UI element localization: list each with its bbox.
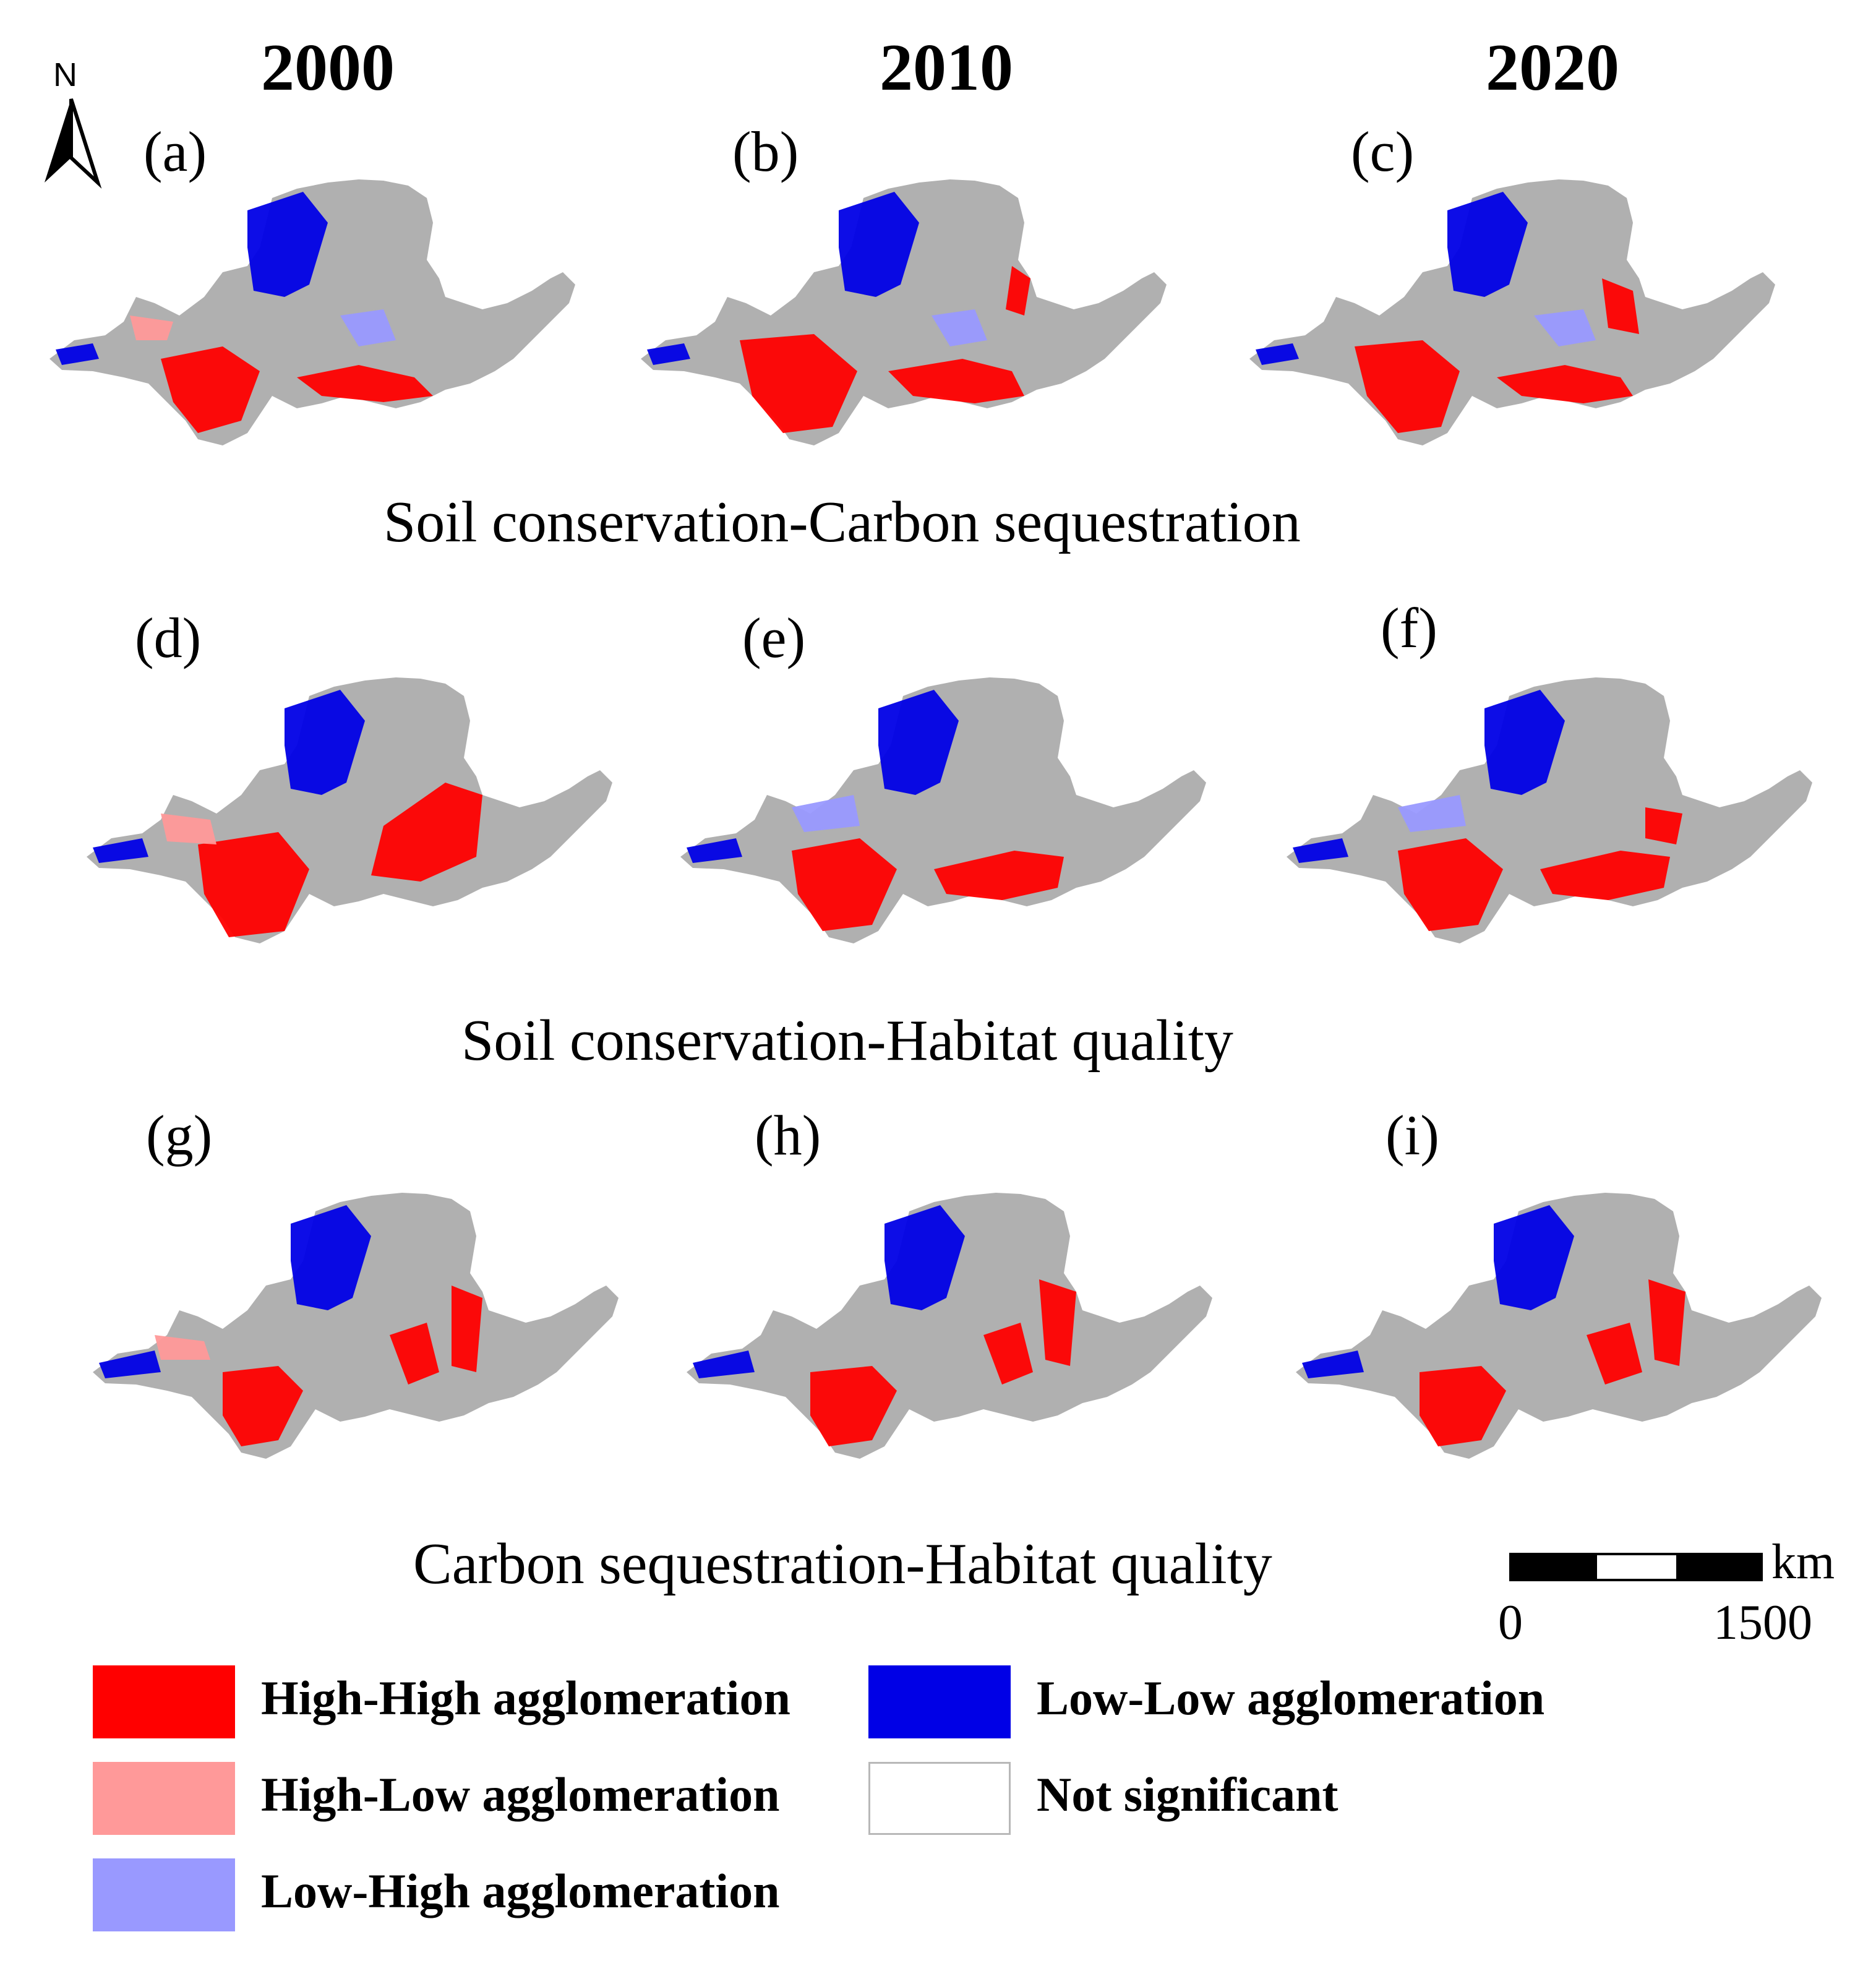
legend-label-high-high: High-High agglomeration (261, 1671, 790, 1725)
legend-item-high-high: High-High agglomeration (93, 1665, 835, 1740)
map-panel-c (1249, 179, 1775, 445)
panel-label-i: (i) (1386, 1104, 1439, 1167)
panel-label-b: (b) (732, 120, 799, 183)
cluster-low-low (247, 192, 328, 297)
year-2020-header: 2020 (1486, 31, 1619, 105)
cluster-high-high (740, 334, 857, 433)
scale-start-label: 0 (1498, 1595, 1523, 1650)
north-arrow-icon (45, 98, 102, 189)
year-2010-header: 2010 (880, 31, 1013, 105)
cluster-low-low (878, 690, 959, 795)
cluster-low-low (56, 343, 99, 365)
cluster-high-high (452, 1286, 482, 1372)
cluster-high-high (1645, 807, 1682, 844)
map-panel-e (680, 677, 1206, 943)
scale-bar: km 0 1500 (1498, 1534, 1868, 1658)
cluster-high-high (297, 365, 433, 402)
cluster-low-low (1484, 690, 1565, 795)
legend-swatch-not-significant (868, 1762, 1011, 1835)
year-2000-header: 2000 (261, 31, 395, 105)
cluster-low-low (839, 192, 919, 297)
cluster-high-low (161, 814, 216, 844)
map-panel-f (1287, 677, 1812, 943)
cluster-high-high (1006, 266, 1030, 316)
scale-unit: km (1771, 1535, 1835, 1589)
cluster-high-high (223, 1366, 303, 1446)
cluster-low-low (1302, 1350, 1364, 1378)
north-label: N (53, 56, 77, 93)
cluster-high-high (792, 838, 897, 931)
panel-label-h: (h) (755, 1104, 821, 1167)
legend-label-low-high: Low-High agglomeration (261, 1864, 780, 1918)
map-panel-a (49, 179, 575, 445)
map-panel-d (87, 677, 612, 943)
cluster-low-low (693, 1350, 755, 1378)
cluster-high-high (390, 1323, 439, 1385)
legend-label-low-low: Low-Low agglomeration (1037, 1671, 1545, 1725)
cluster-high-high (1602, 278, 1639, 334)
panel-label-a: (a) (143, 120, 207, 183)
panel-label-g: (g) (146, 1104, 213, 1167)
row-title-carbon-habitat: Carbon sequestration-Habitat quality (413, 1532, 1272, 1596)
legend-swatch-low-high (93, 1858, 235, 1931)
legend-item-not-significant: Not significant (868, 1762, 1611, 1836)
cluster-low-high (1398, 795, 1466, 832)
cluster-high-high (198, 832, 309, 937)
cluster-low-low (647, 343, 690, 365)
legend-item-low-high: Low-High agglomeration (93, 1858, 835, 1933)
legend-item-low-low: Low-Low agglomeration (868, 1665, 1611, 1740)
cluster-low-high (932, 309, 987, 346)
map-panel-i (1296, 1193, 1822, 1459)
legend-item-high-low: High-Low agglomeration (93, 1762, 835, 1836)
cluster-low-low (1293, 838, 1348, 863)
cluster-low-high (1534, 309, 1596, 346)
cluster-low-low (285, 690, 365, 795)
cluster-low-low (1494, 1205, 1574, 1310)
cluster-high-high (1039, 1279, 1076, 1366)
cluster-high-low (130, 316, 173, 340)
cluster-high-high (1648, 1279, 1685, 1366)
panel-label-c: (c) (1351, 120, 1415, 183)
cluster-high-high (371, 783, 482, 882)
cluster-low-high (340, 309, 396, 346)
cluster-low-high (792, 795, 860, 832)
cluster-low-low (687, 838, 742, 863)
map-panel-h (687, 1193, 1212, 1459)
cluster-low-low (1256, 343, 1299, 365)
north-arrow: N (37, 56, 105, 192)
panel-label-e: (e) (742, 606, 806, 669)
scale-segment-2 (1595, 1553, 1679, 1581)
cluster-low-low (291, 1205, 371, 1310)
cluster-high-high (888, 359, 1024, 403)
cluster-high-high (1587, 1323, 1642, 1385)
scale-end-label: 1500 (1713, 1595, 1812, 1650)
map-panel-b (641, 179, 1167, 445)
cluster-high-high (161, 346, 260, 433)
cluster-high-high (810, 1366, 897, 1446)
scale-segment-3 (1676, 1553, 1763, 1581)
cluster-high-low (155, 1335, 210, 1360)
cluster-low-low (99, 1350, 161, 1378)
cluster-high-high (1497, 365, 1633, 403)
cluster-low-low (93, 838, 148, 863)
legend-label-not-significant: Not significant (1037, 1767, 1338, 1821)
panel-label-d: (d) (135, 606, 202, 669)
cluster-low-low (1447, 192, 1528, 297)
map-panel-g (93, 1193, 619, 1459)
scale-segment-1 (1509, 1553, 1597, 1581)
row-title-soil-habitat: Soil conservation-Habitat quality (461, 1008, 1233, 1073)
cluster-high-high (1540, 851, 1670, 900)
cluster-high-high (1420, 1366, 1506, 1446)
panel-label-f: (f) (1381, 596, 1437, 659)
cluster-high-high (934, 851, 1064, 900)
legend-swatch-high-low (93, 1762, 235, 1835)
cluster-high-high (983, 1323, 1033, 1385)
legend-swatch-low-low (868, 1665, 1011, 1738)
legend-label-high-low: High-Low agglomeration (261, 1767, 780, 1821)
legend-swatch-high-high (93, 1665, 235, 1738)
cluster-low-low (884, 1205, 965, 1310)
cluster-high-high (1355, 340, 1460, 433)
row-title-soil-carbon: Soil conservation-Carbon sequestration (383, 490, 1301, 554)
cluster-high-high (1398, 838, 1503, 931)
